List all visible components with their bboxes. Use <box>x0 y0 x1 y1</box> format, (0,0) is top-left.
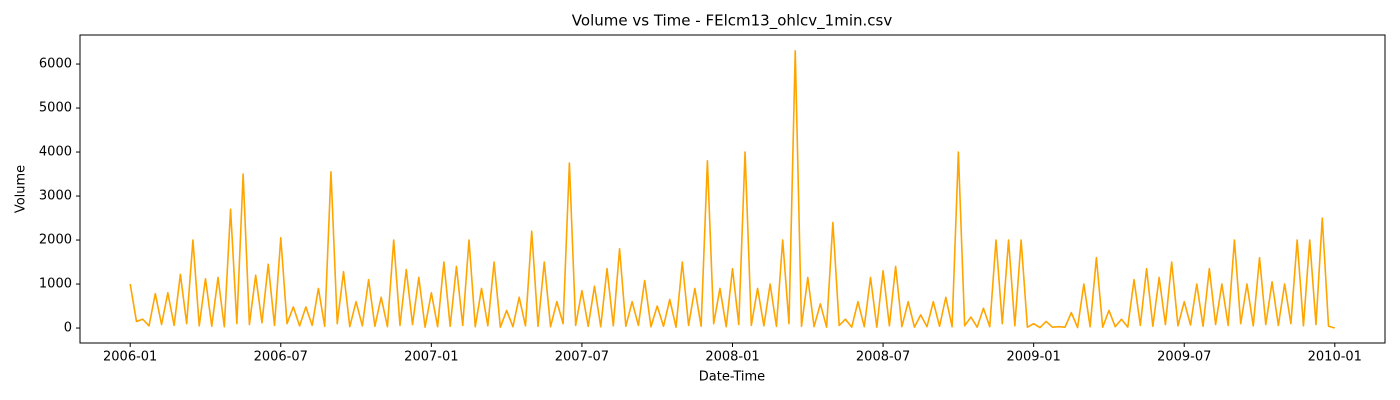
volume-line <box>129 50 1336 329</box>
chart-title: Volume vs Time - FElcm13_ohlcv_1min.csv <box>572 12 893 31</box>
x-axis-label: Date-Time <box>699 370 765 385</box>
y-tick-label: 1000 <box>39 277 72 292</box>
x-tick-label: 2009-07 <box>1157 350 1211 365</box>
y-tick-label: 4000 <box>39 145 72 160</box>
x-tick-label: 2010-01 <box>1308 350 1362 365</box>
x-tick-label: 2006-01 <box>103 350 157 365</box>
x-tick-label: 2006-07 <box>254 350 308 365</box>
y-tick-label: 0 <box>64 321 72 336</box>
x-tick-label: 2009-01 <box>1006 350 1060 365</box>
y-tick-label: 6000 <box>39 57 72 72</box>
plot-frame <box>79 34 1386 344</box>
x-tick-label: 2008-01 <box>705 350 759 365</box>
x-tick-label: 2007-07 <box>555 350 609 365</box>
y-axis-label: Volume <box>14 165 29 213</box>
x-tick-label: 2008-07 <box>856 350 910 365</box>
y-tick-label: 5000 <box>39 101 72 116</box>
y-tick-label: 2000 <box>39 233 72 248</box>
x-tick-label: 2007-01 <box>404 350 458 365</box>
y-tick-label: 3000 <box>39 189 72 204</box>
